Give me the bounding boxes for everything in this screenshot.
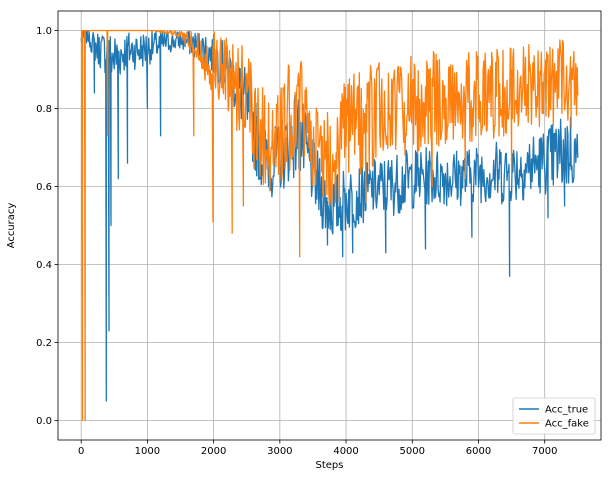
y-tick-label: 0.6 (36, 182, 52, 193)
x-tick-label: 0 (78, 446, 84, 457)
y-axis-label: Accuracy (6, 203, 17, 249)
x-tick-label: 2000 (201, 446, 226, 457)
legend-box (512, 397, 596, 435)
y-tick-label: 0.2 (36, 338, 52, 349)
x-tick-label: 3000 (267, 446, 292, 457)
y-tick-label: 1.0 (36, 26, 52, 37)
x-axis-label: Steps (316, 460, 344, 471)
x-tick-label: 4000 (333, 446, 358, 457)
series-line-Acc_fake (81, 29, 579, 422)
legend-entry-label: Acc_true (545, 405, 588, 416)
y-tick-label: 0.4 (36, 260, 52, 271)
plot-frame (57, 10, 602, 441)
legend: Acc_true Acc_fake (512, 397, 596, 435)
y-tick-label: 0.8 (36, 104, 52, 115)
series-layer (80, 29, 579, 422)
x-tick-label: 7000 (532, 446, 557, 457)
legend-entry-label: Acc_fake (545, 419, 589, 430)
x-tick-label: 6000 (466, 446, 491, 457)
y-tick-label: 0.0 (36, 416, 52, 427)
x-tick-label: 1000 (135, 446, 160, 457)
series-line-Acc_true (80, 29, 579, 402)
ticks: 0 1000 2000 3000 4000 5000 6000 7000 0.0 0.2 0.4 0.… (36, 26, 557, 457)
x-tick-label: 5000 (400, 446, 425, 457)
